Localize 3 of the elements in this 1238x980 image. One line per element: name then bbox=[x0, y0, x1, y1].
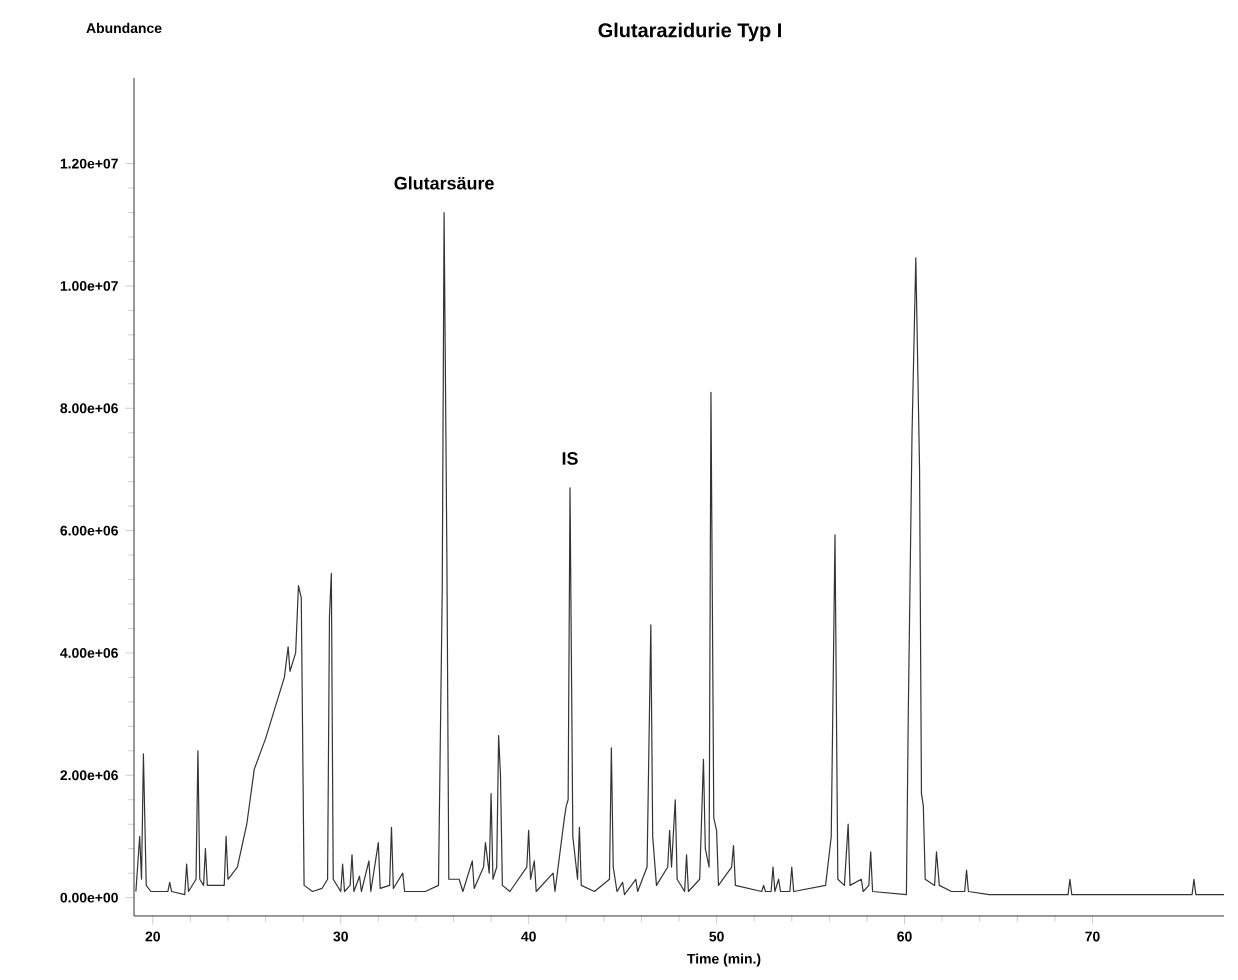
annotation: Glutarsäure bbox=[394, 176, 494, 190]
annotation: IS bbox=[562, 452, 578, 465]
chart-title: Glutarazidurie Typ I bbox=[598, 22, 781, 42]
